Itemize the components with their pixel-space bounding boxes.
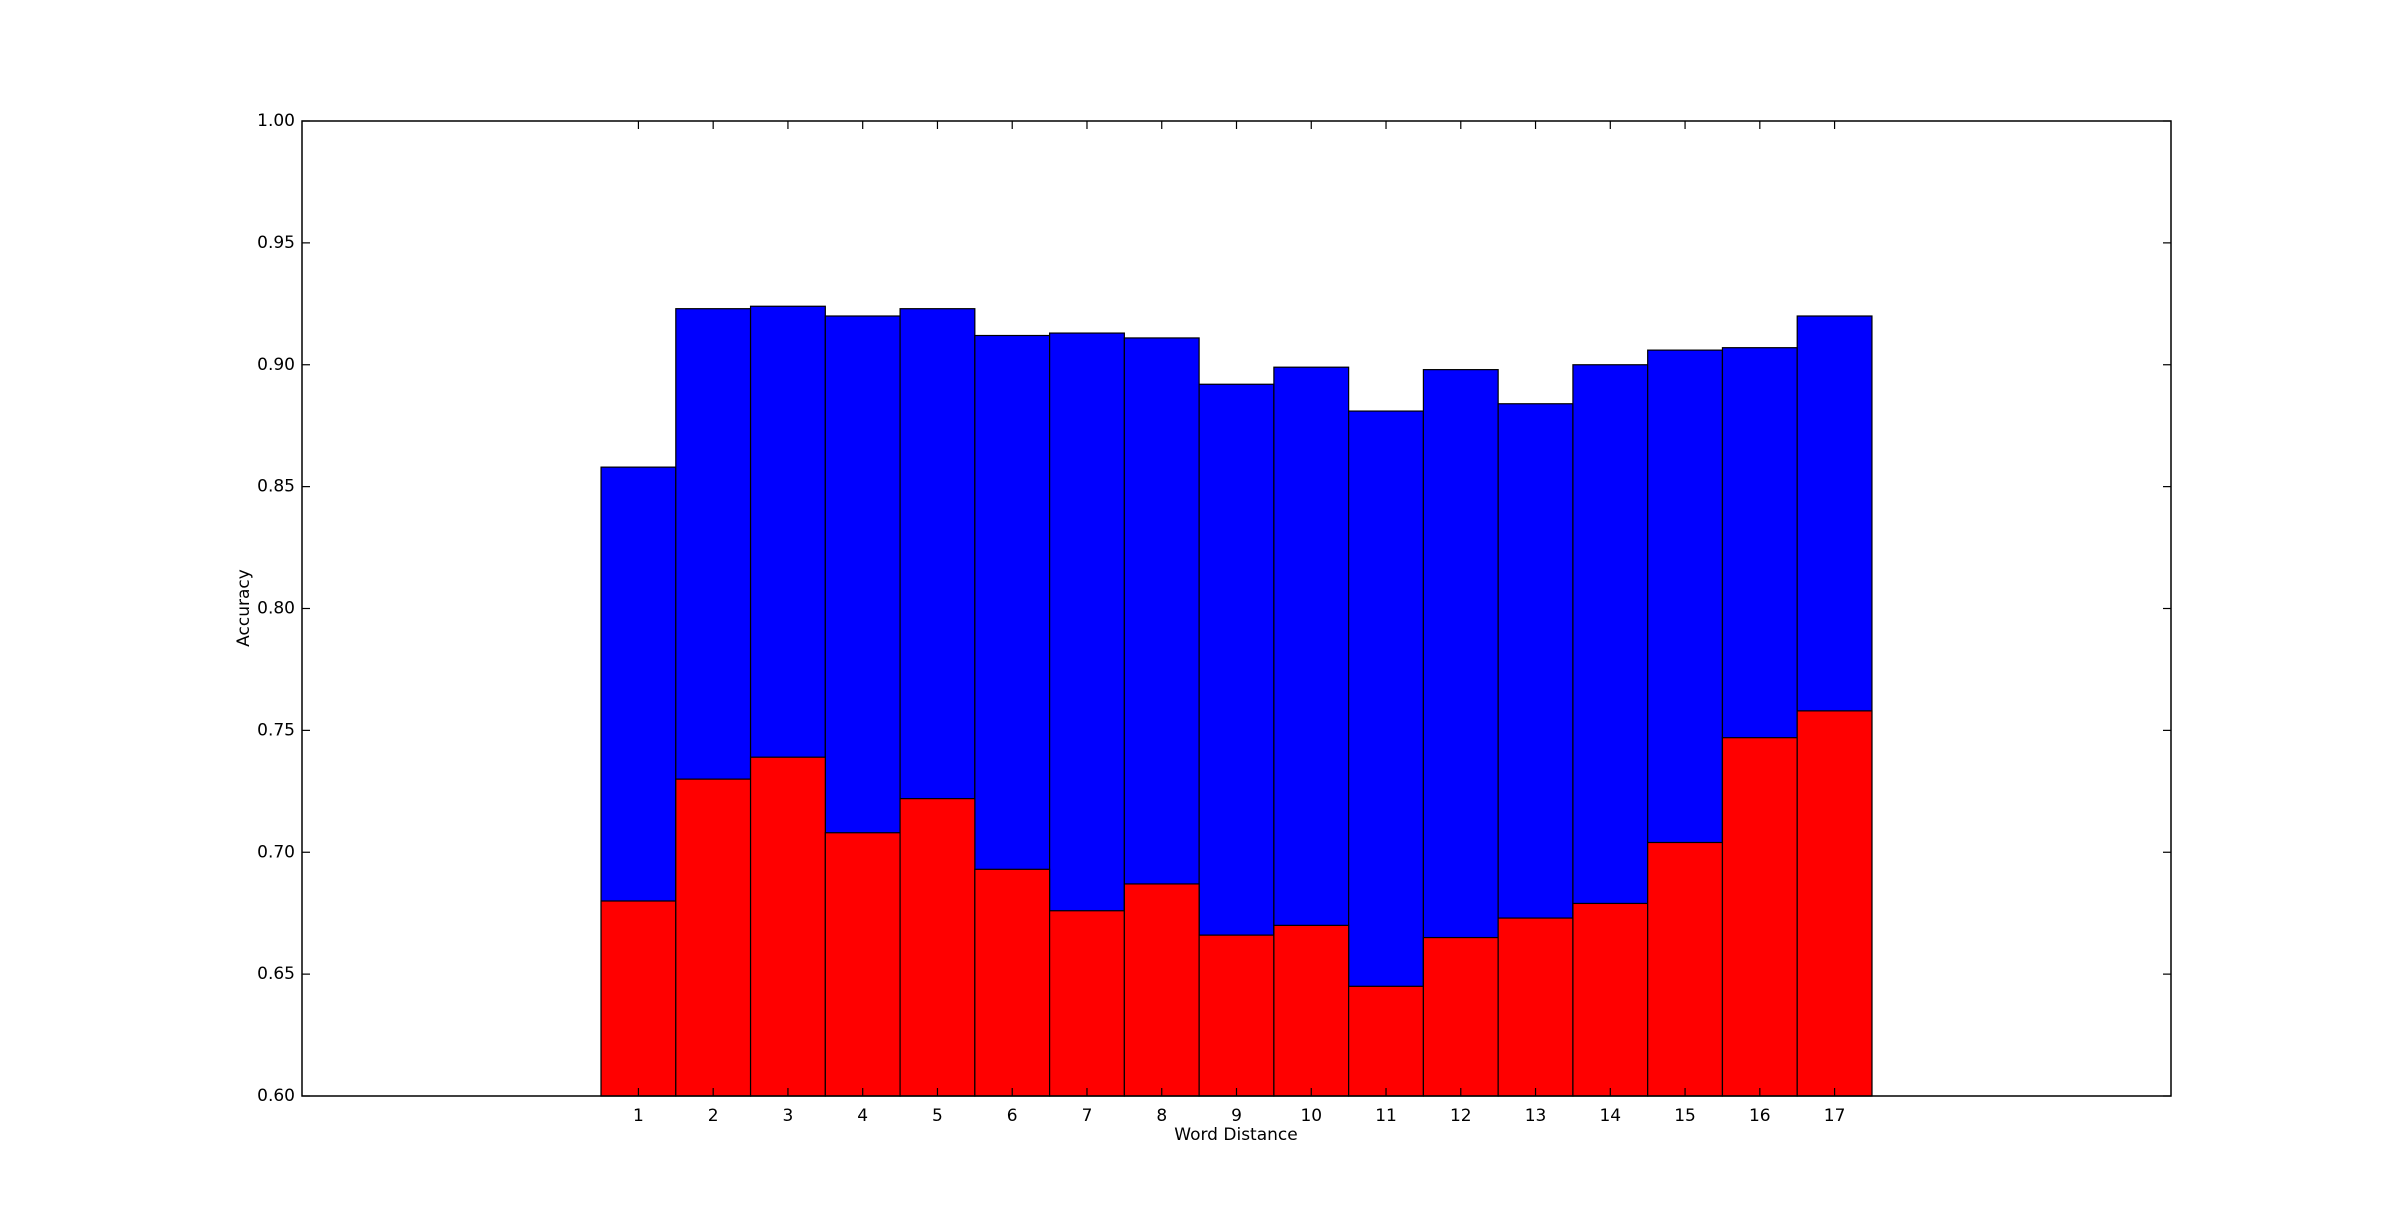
x-tick-label-10: 10 — [1300, 1106, 1322, 1126]
y-tick-label-0.90: 0.90 — [257, 355, 295, 375]
x-tick-label-8: 8 — [1156, 1106, 1167, 1126]
bar-series2-4 — [824, 832, 901, 1097]
y-tick-label-1.00: 1.00 — [257, 111, 295, 131]
x-tick-label-5: 5 — [932, 1106, 943, 1126]
bar-series2-16 — [1721, 737, 1798, 1097]
bar-series2-9 — [1198, 934, 1275, 1097]
bar-series2-2 — [675, 778, 752, 1097]
bars-layer — [600, 305, 1873, 1097]
x-tick-label-3: 3 — [783, 1106, 794, 1126]
bar-series2-5 — [899, 798, 976, 1097]
bar-series2-15 — [1647, 841, 1724, 1097]
bar-series2-1 — [600, 900, 677, 1097]
x-tick-label-1: 1 — [633, 1106, 644, 1126]
x-tick-label-12: 12 — [1450, 1106, 1472, 1126]
bar-series2-12 — [1422, 936, 1499, 1097]
y-tick-label-0.75: 0.75 — [257, 720, 295, 740]
x-tick-label-2: 2 — [708, 1106, 719, 1126]
y-tick-label-0.80: 0.80 — [257, 599, 295, 619]
bar-series2-13 — [1497, 917, 1574, 1097]
bar-series2-10 — [1273, 924, 1350, 1097]
bar-series2-6 — [974, 868, 1051, 1097]
bar-series2-11 — [1348, 985, 1425, 1097]
x-tick-label-6: 6 — [1007, 1106, 1018, 1126]
x-tick-label-14: 14 — [1599, 1106, 1621, 1126]
x-axis-label: Word Distance — [1174, 1125, 1297, 1145]
x-tick-label-13: 13 — [1525, 1106, 1547, 1126]
y-tick-label-0.70: 0.70 — [257, 842, 295, 862]
y-tick-label-0.60: 0.60 — [257, 1086, 295, 1106]
bar-series2-7 — [1048, 910, 1125, 1097]
y-tick-label-0.65: 0.65 — [257, 964, 295, 984]
x-tick-label-17: 17 — [1824, 1106, 1846, 1126]
x-tick-label-16: 16 — [1749, 1106, 1771, 1126]
x-tick-label-4: 4 — [857, 1106, 868, 1126]
bar-series2-17 — [1796, 710, 1873, 1097]
y-axis-label: Accuracy — [234, 569, 254, 647]
ticks-layer: 1 2 3 4 5 6 7 8 9 10 11 12 13 14 15 16 170.600.650.700.7… — [257, 111, 2171, 1126]
x-tick-label-9: 9 — [1231, 1106, 1242, 1126]
bar-series2-8 — [1123, 883, 1200, 1097]
y-tick-label-0.95: 0.95 — [257, 233, 295, 253]
x-tick-label-7: 7 — [1082, 1106, 1093, 1126]
x-tick-label-15: 15 — [1674, 1106, 1696, 1126]
y-tick-label-0.85: 0.85 — [257, 477, 295, 497]
bar-series2-14 — [1572, 902, 1649, 1097]
x-tick-label-11: 11 — [1375, 1106, 1397, 1126]
bar-series2-3 — [749, 756, 826, 1097]
